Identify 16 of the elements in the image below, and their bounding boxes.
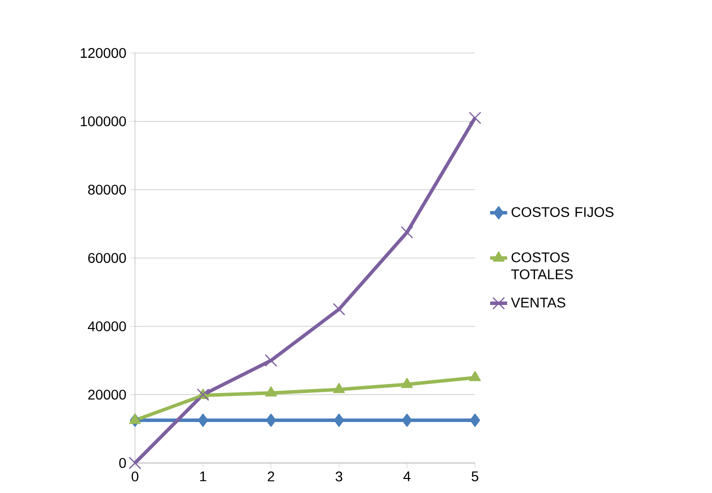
x-tick-label: 2 (268, 472, 274, 482)
legend-label: VENTAS (510, 298, 566, 308)
legend-label: COSTOS FIJOS (512, 207, 614, 218)
y-tick-label: 20000 (88, 390, 126, 400)
y-tick-label: 0 (119, 458, 126, 468)
x-tick-label: 4 (403, 472, 410, 482)
y-tick-label: 80000 (88, 184, 126, 195)
y-tick-label: 40000 (88, 321, 126, 332)
x-tick-label: 1 (200, 472, 206, 482)
x-tick-label: 0 (132, 472, 138, 482)
legend-label: COSTOS TOTALES (511, 252, 573, 280)
x-tick-label: 3 (336, 472, 342, 482)
y-tick-label: 60000 (88, 253, 126, 263)
x-tick-label: 5 (472, 472, 478, 482)
y-tick-label: 100000 (80, 116, 126, 126)
y-tick-label: 120000 (80, 48, 126, 58)
